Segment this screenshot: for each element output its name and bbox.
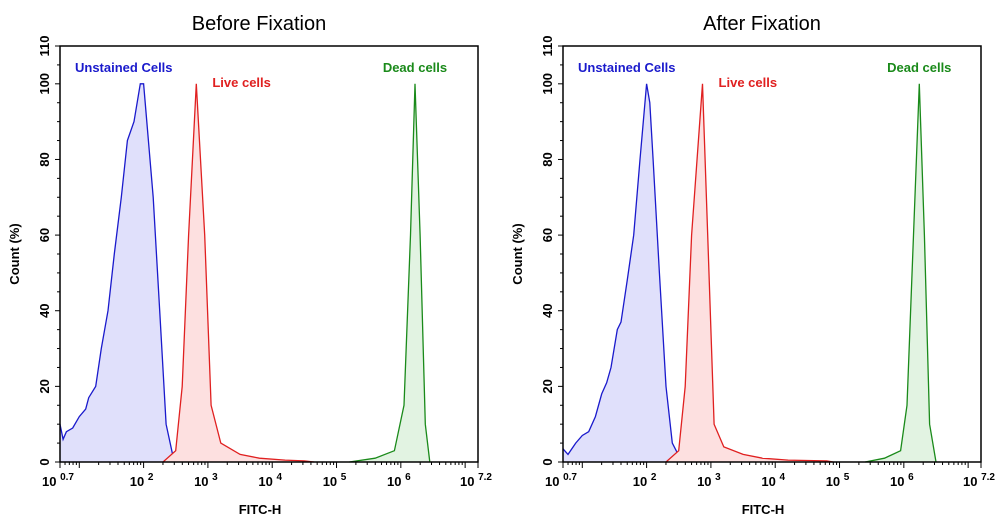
- y-axis-label: Count (%): [7, 223, 22, 284]
- y-axis-label: Count (%): [510, 223, 525, 284]
- x-tick-label: 10 0.7: [545, 472, 577, 489]
- tick-base: 10: [545, 474, 563, 489]
- chart-before-fixation: Before Fixation Unstained Cells Live cells…: [7, 13, 492, 517]
- chart-title: Before Fixation: [192, 13, 327, 35]
- y-tick-label: 100: [540, 73, 555, 95]
- tick-exponent: 3: [715, 472, 721, 483]
- tick-exponent: 6: [908, 472, 914, 483]
- x-tick-label: 10 4: [258, 472, 282, 489]
- tick-base: 10: [697, 474, 715, 489]
- y-tick-label: 20: [540, 379, 555, 393]
- x-tick-label: 10 7.2: [460, 472, 492, 489]
- y-tick-label: 100: [37, 73, 52, 95]
- tick-base: 10: [323, 474, 341, 489]
- tick-exponent: 2: [148, 472, 154, 483]
- x-tick-label: 10 2: [130, 472, 154, 489]
- tick-exponent: 5: [341, 472, 347, 483]
- series-line-2: [865, 83, 937, 463]
- series-line-2: [349, 83, 431, 463]
- series-fill-2: [349, 83, 430, 463]
- tick-base: 10: [130, 474, 148, 489]
- tick-exponent: 2: [651, 472, 657, 483]
- x-axis-label: FITC-H: [742, 502, 785, 517]
- tick-base: 10: [194, 474, 212, 489]
- tick-base: 10: [890, 474, 908, 489]
- tick-exponent: 4: [779, 472, 785, 483]
- y-tick-label: 60: [37, 228, 52, 242]
- x-tick-label: 10 7.2: [963, 472, 995, 489]
- series-line-0: [562, 83, 683, 463]
- tick-exponent: 7.2: [981, 472, 995, 483]
- series-line-1: [665, 83, 834, 463]
- chart-after-fixation: After Fixation Unstained Cells Live cells D…: [510, 13, 995, 517]
- tick-exponent: 4: [276, 472, 282, 483]
- x-tick-label: 10 6: [387, 472, 411, 489]
- series-label: Live cells: [719, 75, 778, 90]
- tick-base: 10: [963, 474, 981, 489]
- series-label: Live cells: [212, 75, 271, 90]
- y-tick-label: 40: [540, 303, 555, 317]
- y-tick-label: 20: [37, 379, 52, 393]
- y-tick-label: 80: [540, 152, 555, 166]
- tick-exponent: 5: [844, 472, 850, 483]
- tick-exponent: 0.7: [563, 472, 577, 483]
- x-tick-label: 10 5: [323, 472, 347, 489]
- series-fill-0: [60, 83, 179, 463]
- tick-exponent: 0.7: [60, 472, 74, 483]
- y-tick-label: 80: [37, 152, 52, 166]
- series-label: Unstained Cells: [578, 60, 676, 75]
- tick-base: 10: [826, 474, 844, 489]
- series-label: Dead cells: [383, 60, 447, 75]
- y-tick-label: 0: [540, 458, 555, 465]
- tick-exponent: 3: [212, 472, 218, 483]
- x-tick-label: 10 3: [194, 472, 218, 489]
- x-tick-label: 10 5: [826, 472, 850, 489]
- series-line-1: [162, 83, 315, 463]
- x-tick-label: 10 6: [890, 472, 914, 489]
- x-tick-label: 10 2: [633, 472, 657, 489]
- y-tick-label: 40: [37, 303, 52, 317]
- x-tick-label: 10 0.7: [42, 472, 74, 489]
- series-label: Unstained Cells: [75, 60, 173, 75]
- series-line-0: [59, 83, 180, 463]
- x-axis-label: FITC-H: [239, 502, 282, 517]
- y-tick-label: 110: [540, 36, 555, 57]
- series-fill-2: [865, 83, 936, 463]
- series-fill-1: [666, 83, 834, 463]
- tick-exponent: 7.2: [478, 472, 492, 483]
- y-tick-label: 110: [37, 36, 52, 57]
- y-tick-label: 60: [540, 228, 555, 242]
- series-fill-0: [563, 83, 682, 463]
- x-tick-label: 10 4: [761, 472, 785, 489]
- tick-base: 10: [258, 474, 276, 489]
- tick-base: 10: [387, 474, 405, 489]
- tick-exponent: 6: [405, 472, 411, 483]
- y-tick-label: 0: [37, 458, 52, 465]
- chart-title: After Fixation: [703, 13, 821, 35]
- tick-base: 10: [633, 474, 651, 489]
- series-label: Dead cells: [887, 60, 951, 75]
- x-tick-label: 10 3: [697, 472, 721, 489]
- series-fill-1: [163, 83, 314, 463]
- tick-base: 10: [460, 474, 478, 489]
- tick-base: 10: [42, 474, 60, 489]
- tick-base: 10: [761, 474, 779, 489]
